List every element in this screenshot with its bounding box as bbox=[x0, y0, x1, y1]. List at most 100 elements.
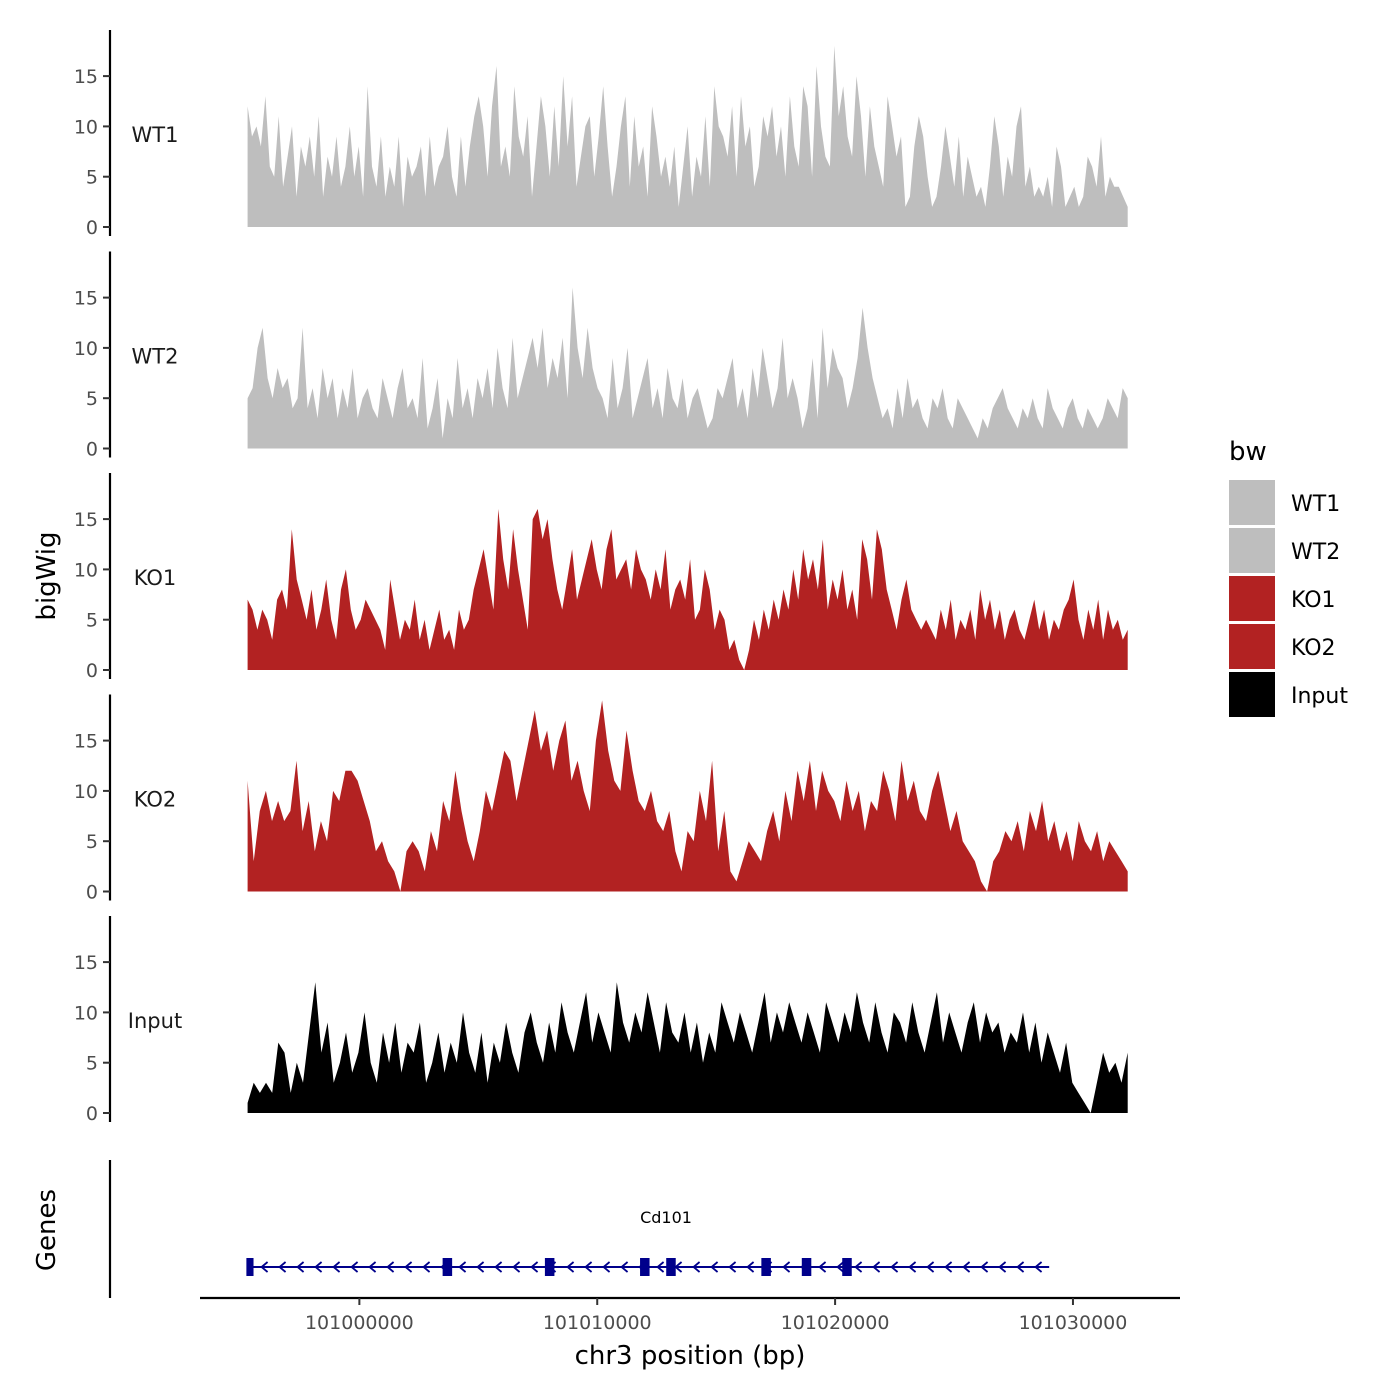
strand-arrow bbox=[692, 1261, 701, 1273]
legend-title: bw bbox=[1229, 437, 1267, 467]
strand-arrow bbox=[620, 1261, 629, 1273]
y-axis-title: bigWig bbox=[32, 531, 62, 620]
strand-arrow bbox=[584, 1261, 593, 1273]
exon bbox=[640, 1258, 650, 1276]
strand-arrow bbox=[818, 1261, 827, 1273]
strand-arrow bbox=[296, 1261, 305, 1273]
strand-arrow bbox=[386, 1261, 395, 1273]
strand-arrow bbox=[710, 1261, 719, 1273]
strand-arrow bbox=[890, 1261, 899, 1273]
exon bbox=[246, 1258, 254, 1276]
strand-arrow bbox=[512, 1261, 521, 1273]
y-tick-label: 0 bbox=[86, 1103, 98, 1125]
y-tick-label: 10 bbox=[74, 338, 98, 360]
y-tick-label: 10 bbox=[74, 559, 98, 581]
y-tick-label: 10 bbox=[74, 116, 98, 138]
area-input bbox=[247, 982, 1128, 1113]
y-tick-label: 15 bbox=[74, 288, 98, 310]
legend-swatch bbox=[1229, 576, 1275, 621]
gene-label: Cd101 bbox=[640, 1208, 692, 1227]
strand-arrow bbox=[260, 1261, 269, 1273]
legend-item-wt1: WT1 bbox=[1229, 480, 1340, 525]
strand-arrow bbox=[476, 1261, 485, 1273]
strand-arrow bbox=[836, 1261, 845, 1273]
strand-arrow bbox=[908, 1261, 917, 1273]
legend-item-input: Input bbox=[1229, 672, 1348, 717]
strand-arrow bbox=[314, 1261, 323, 1273]
strand-arrow bbox=[746, 1261, 755, 1273]
legend-swatch bbox=[1229, 672, 1275, 717]
strand-arrow bbox=[458, 1261, 467, 1273]
area-ko1 bbox=[247, 509, 1128, 670]
y-tick-label: 5 bbox=[86, 388, 98, 410]
strand-arrow bbox=[962, 1261, 971, 1273]
x-axis: 101000000 101010000 101020000 101030000 bbox=[200, 1296, 1180, 1334]
strand-arrow bbox=[530, 1261, 539, 1273]
track-wt2: 0 5 10 15 WT2 bbox=[74, 251, 1128, 461]
y-tick-label: 0 bbox=[86, 660, 98, 682]
legend-label: Input bbox=[1291, 684, 1348, 709]
y-tick-label: 10 bbox=[74, 1002, 98, 1024]
legend-label: KO1 bbox=[1291, 588, 1336, 613]
y-tick-label: 0 bbox=[86, 217, 98, 239]
track-ko1: 0 5 10 15 KO1 bbox=[74, 473, 1128, 682]
exon bbox=[666, 1258, 676, 1276]
y-tick-label: 0 bbox=[86, 439, 98, 461]
bigwig-tracks: 0 5 10 15 WT1 0 5 10 15 WT2 0 5 10 15 KO1 0 5 10 15 KO2 0 5 10… bbox=[74, 30, 1128, 1125]
y-tick-label: 0 bbox=[86, 882, 98, 904]
strand-arrow bbox=[1034, 1261, 1043, 1273]
x-tick-label: 101000000 bbox=[305, 1312, 414, 1334]
y-tick-label: 15 bbox=[74, 66, 98, 88]
strand-arrow bbox=[404, 1261, 413, 1273]
legend-label: WT1 bbox=[1291, 492, 1340, 517]
strand-arrow bbox=[872, 1261, 881, 1273]
x-tick-label: 101020000 bbox=[781, 1312, 890, 1334]
strand-arrow bbox=[944, 1261, 953, 1273]
track-label-wt2: WT2 bbox=[132, 345, 179, 369]
genes-axis-title: Genes bbox=[32, 1189, 62, 1271]
strand-arrow bbox=[782, 1261, 791, 1273]
y-tick-label: 5 bbox=[86, 167, 98, 189]
strand-arrow bbox=[278, 1261, 287, 1273]
y-tick-label: 5 bbox=[86, 831, 98, 853]
area-wt2 bbox=[247, 287, 1128, 449]
exon bbox=[442, 1258, 453, 1276]
legend: bw WT1 WT2 KO1 KO2 Input bbox=[1229, 437, 1348, 717]
strand-arrow bbox=[728, 1261, 737, 1273]
x-axis-title: chr3 position (bp) bbox=[575, 1341, 806, 1371]
y-tick-label: 15 bbox=[74, 952, 98, 974]
strand-arrow bbox=[1016, 1261, 1025, 1273]
legend-swatch bbox=[1229, 528, 1275, 573]
area-wt1 bbox=[247, 45, 1128, 228]
gene-cd101: Cd101 bbox=[246, 1208, 1050, 1276]
exon bbox=[761, 1258, 771, 1276]
track-wt1: 0 5 10 15 WT1 bbox=[74, 30, 1128, 239]
legend-swatch bbox=[1229, 480, 1275, 525]
strand-arrow bbox=[926, 1261, 935, 1273]
strand-arrow bbox=[854, 1261, 863, 1273]
legend-item-ko2: KO2 bbox=[1229, 624, 1336, 669]
exon bbox=[801, 1258, 812, 1276]
track-input: 0 5 10 15 Input bbox=[74, 916, 1128, 1125]
x-tick-label: 101030000 bbox=[1019, 1312, 1128, 1334]
track-label-ko2: KO2 bbox=[134, 788, 177, 812]
y-tick-label: 15 bbox=[74, 731, 98, 753]
x-tick-label: 101010000 bbox=[543, 1312, 652, 1334]
track-label-input: Input bbox=[128, 1009, 182, 1033]
strand-arrow bbox=[368, 1261, 377, 1273]
gene-track: Cd101 bbox=[108, 1160, 1050, 1298]
strand-arrow bbox=[998, 1261, 1007, 1273]
legend-item-ko1: KO1 bbox=[1229, 576, 1336, 621]
strand-arrow bbox=[980, 1261, 989, 1273]
strand-arrow bbox=[566, 1261, 575, 1273]
exon bbox=[544, 1258, 555, 1276]
y-tick-label: 15 bbox=[74, 509, 98, 531]
strand-arrow bbox=[422, 1261, 431, 1273]
strand-arrow bbox=[494, 1261, 503, 1273]
y-tick-label: 5 bbox=[86, 1053, 98, 1075]
exon bbox=[842, 1258, 852, 1276]
strand-arrow bbox=[656, 1261, 665, 1273]
track-label-ko1: KO1 bbox=[134, 566, 177, 590]
strand-arrow bbox=[350, 1261, 359, 1273]
